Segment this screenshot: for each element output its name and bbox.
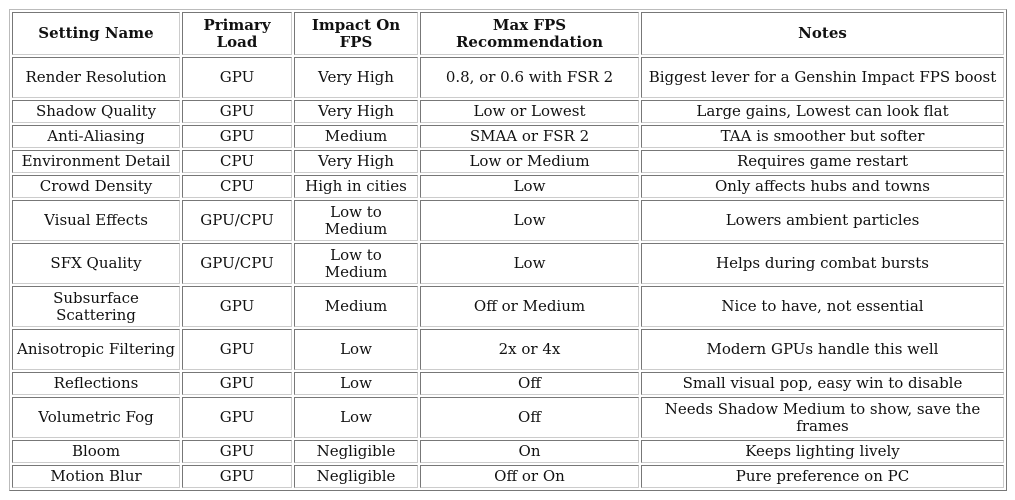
cell-notes: Pure preference on PC <box>641 465 1004 488</box>
cell-notes: TAA is smoother but softer <box>641 125 1004 148</box>
table-row: Crowd Density CPU High in cities Low Only af… <box>12 175 1004 198</box>
header-setting-name: Setting Name <box>12 12 180 55</box>
cell-notes: Only affects hubs and towns <box>641 175 1004 198</box>
cell-impact-on-fps: Negligible <box>294 440 418 463</box>
cell-recommendation: Low or Medium <box>420 150 639 173</box>
table-row: Subsurface Scattering GPU Medium Off or Med… <box>12 286 1004 327</box>
cell-primary-load: GPU <box>182 440 292 463</box>
cell-recommendation: Off or Medium <box>420 286 639 327</box>
cell-recommendation: Off or On <box>420 465 639 488</box>
cell-primary-load: GPU <box>182 125 292 148</box>
cell-notes: Biggest lever for a Genshin Impact FPS b… <box>641 57 1004 98</box>
cell-setting-name: Visual Effects <box>12 200 180 241</box>
header-notes: Notes <box>641 12 1004 55</box>
table-row: Shadow Quality GPU Very High Low or Lowest L… <box>12 100 1004 123</box>
header-row: Setting Name Primary Load Impact On FPS … <box>12 12 1004 55</box>
cell-impact-on-fps: Low <box>294 372 418 395</box>
cell-primary-load: CPU <box>182 150 292 173</box>
cell-recommendation: Off <box>420 372 639 395</box>
cell-setting-name: Bloom <box>12 440 180 463</box>
cell-impact-on-fps: Very High <box>294 100 418 123</box>
cell-setting-name: Environment Detail <box>12 150 180 173</box>
cell-recommendation: 0.8, or 0.6 with FSR 2 <box>420 57 639 98</box>
table-row: Anti-Aliasing GPU Medium SMAA or FSR 2 TAA i… <box>12 125 1004 148</box>
cell-primary-load: GPU <box>182 465 292 488</box>
cell-notes: Lowers ambient particles <box>641 200 1004 241</box>
cell-recommendation: 2x or 4x <box>420 329 639 370</box>
table-row: Volumetric Fog GPU Low Off Needs Shadow Medi… <box>12 397 1004 438</box>
cell-notes: Small visual pop, easy win to disable <box>641 372 1004 395</box>
cell-impact-on-fps: Low <box>294 397 418 438</box>
cell-impact-on-fps: Low to Medium <box>294 200 418 241</box>
table-row: Render Resolution GPU Very High 0.8, or 0.6… <box>12 57 1004 98</box>
cell-recommendation: On <box>420 440 639 463</box>
cell-recommendation: SMAA or FSR 2 <box>420 125 639 148</box>
cell-recommendation: Low <box>420 175 639 198</box>
cell-notes: Modern GPUs handle this well <box>641 329 1004 370</box>
table-row: Bloom GPU Negligible On Keeps lighting livel… <box>12 440 1004 463</box>
header-primary-load: Primary Load <box>182 12 292 55</box>
cell-notes: Requires game restart <box>641 150 1004 173</box>
cell-setting-name: Crowd Density <box>12 175 180 198</box>
cell-notes: Large gains, Lowest can look flat <box>641 100 1004 123</box>
cell-recommendation: Low <box>420 243 639 284</box>
cell-primary-load: CPU <box>182 175 292 198</box>
header-max-fps-recommendation: Max FPS Recommendation <box>420 12 639 55</box>
cell-recommendation: Low or Lowest <box>420 100 639 123</box>
cell-impact-on-fps: Medium <box>294 125 418 148</box>
cell-impact-on-fps: Medium <box>294 286 418 327</box>
cell-primary-load: GPU <box>182 372 292 395</box>
cell-setting-name: Shadow Quality <box>12 100 180 123</box>
cell-impact-on-fps: Negligible <box>294 465 418 488</box>
header-impact-on-fps: Impact On FPS <box>294 12 418 55</box>
cell-primary-load: GPU <box>182 286 292 327</box>
cell-impact-on-fps: Low to Medium <box>294 243 418 284</box>
table-row: Anisotropic Filtering GPU Low 2x or 4x Moder… <box>12 329 1004 370</box>
cell-setting-name: SFX Quality <box>12 243 180 284</box>
cell-primary-load: GPU <box>182 57 292 98</box>
cell-notes: Keeps lighting lively <box>641 440 1004 463</box>
table-row: Environment Detail CPU Very High Low or Med… <box>12 150 1004 173</box>
cell-notes: Helps during combat bursts <box>641 243 1004 284</box>
table-row: Reflections GPU Low Off Small visual pop, ea… <box>12 372 1004 395</box>
cell-impact-on-fps: Very High <box>294 150 418 173</box>
cell-setting-name: Volumetric Fog <box>12 397 180 438</box>
table-row: SFX Quality GPU/CPU Low to Medium Low Helps … <box>12 243 1004 284</box>
cell-primary-load: GPU <box>182 329 292 370</box>
cell-primary-load: GPU <box>182 397 292 438</box>
cell-setting-name: Render Resolution <box>12 57 180 98</box>
cell-impact-on-fps: High in cities <box>294 175 418 198</box>
cell-setting-name: Anti-Aliasing <box>12 125 180 148</box>
cell-impact-on-fps: Very High <box>294 57 418 98</box>
cell-impact-on-fps: Low <box>294 329 418 370</box>
cell-recommendation: Low <box>420 200 639 241</box>
settings-table: Setting Name Primary Load Impact On FPS … <box>9 9 1007 491</box>
cell-setting-name: Subsurface Scattering <box>12 286 180 327</box>
cell-primary-load: GPU/CPU <box>182 243 292 284</box>
cell-primary-load: GPU <box>182 100 292 123</box>
table-row: Motion Blur GPU Negligible Off or On Pure pr… <box>12 465 1004 488</box>
cell-notes: Needs Shadow Medium to show, save the fr… <box>641 397 1004 438</box>
cell-setting-name: Anisotropic Filtering <box>12 329 180 370</box>
cell-primary-load: GPU/CPU <box>182 200 292 241</box>
cell-notes: Nice to have, not essential <box>641 286 1004 327</box>
cell-setting-name: Motion Blur <box>12 465 180 488</box>
table-row: Visual Effects GPU/CPU Low to Medium Low Low… <box>12 200 1004 241</box>
cell-setting-name: Reflections <box>12 372 180 395</box>
cell-recommendation: Off <box>420 397 639 438</box>
